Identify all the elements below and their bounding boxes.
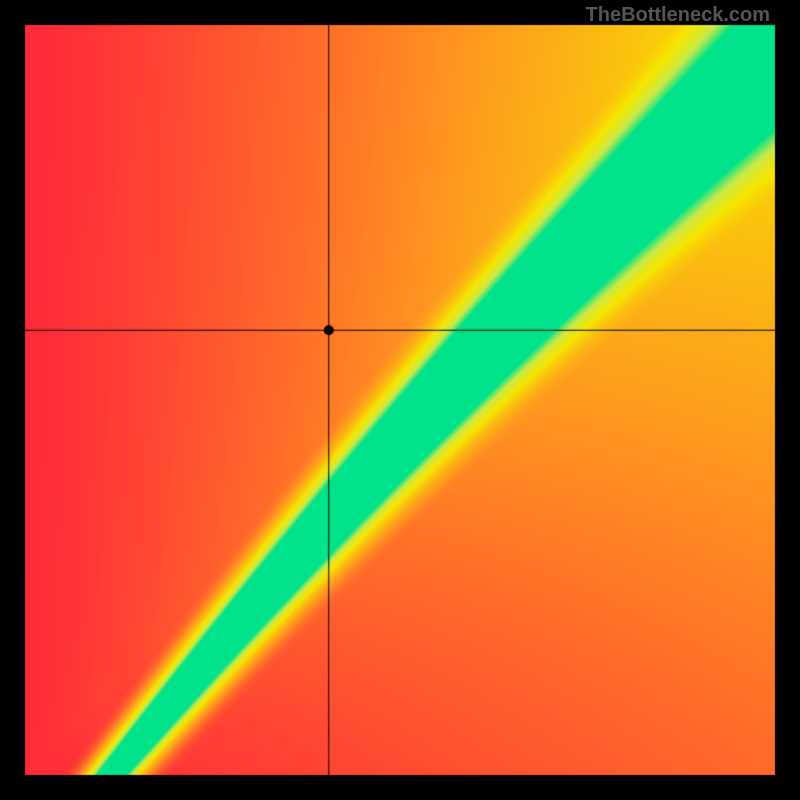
bottleneck-heatmap <box>0 0 800 800</box>
chart-container: { "watermark": { "text": "TheBottleneck.… <box>0 0 800 800</box>
watermark-text: TheBottleneck.com <box>586 4 770 27</box>
